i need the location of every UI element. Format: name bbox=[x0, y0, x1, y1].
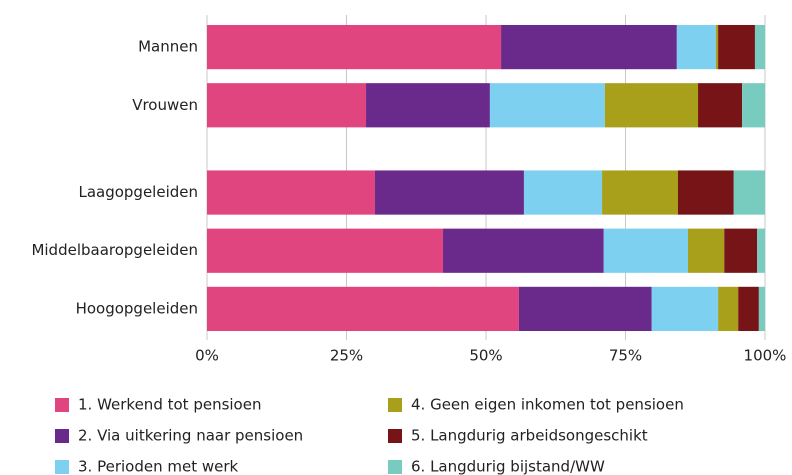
y-tick-label: Hoogopgeleiden bbox=[76, 299, 198, 317]
legend-label: 3. Perioden met werk bbox=[78, 458, 239, 475]
x-tick-label: 100% bbox=[744, 347, 787, 365]
bar-segment bbox=[738, 286, 759, 332]
legend-swatch bbox=[55, 460, 69, 474]
legend-swatch bbox=[388, 398, 402, 412]
bar-segment bbox=[651, 286, 719, 332]
bar-segment bbox=[724, 228, 758, 273]
bar-segment bbox=[207, 286, 519, 332]
bar-segment bbox=[604, 83, 699, 128]
bar-segment bbox=[207, 228, 444, 273]
legend-swatch bbox=[388, 429, 402, 443]
bar-segment bbox=[715, 24, 719, 70]
bar-segment bbox=[489, 83, 605, 128]
y-tick-label: Laagopgeleiden bbox=[78, 183, 198, 201]
y-tick-label: Vrouwen bbox=[132, 96, 198, 114]
legend-label: 1. Werkend tot pensioen bbox=[78, 396, 261, 414]
bar-segment bbox=[718, 286, 739, 332]
bar-segment bbox=[757, 228, 765, 273]
legend-label: 4. Geen eigen inkomen tot pensioen bbox=[411, 396, 684, 414]
x-tick-label: 0% bbox=[195, 347, 219, 365]
legend-swatch bbox=[55, 398, 69, 412]
bar-segment bbox=[742, 83, 765, 128]
bar-segment bbox=[677, 170, 734, 215]
bar-segment bbox=[501, 24, 677, 70]
bar-segment bbox=[676, 24, 716, 70]
bar-segment bbox=[518, 286, 652, 332]
bar-segment bbox=[758, 286, 765, 332]
bar-segment bbox=[207, 170, 375, 215]
y-tick-label: Middelbaaropgeleiden bbox=[31, 241, 198, 259]
bar-segment bbox=[687, 228, 725, 273]
bar-segment bbox=[733, 170, 765, 215]
bar-segment bbox=[603, 228, 688, 273]
x-tick-label: 75% bbox=[609, 347, 642, 365]
legend-label: 2. Via uitkering naar pensioen bbox=[78, 427, 303, 445]
y-tick-label: Mannen bbox=[138, 38, 198, 56]
bar-segment bbox=[602, 170, 678, 215]
bar-segment bbox=[374, 170, 524, 215]
bar-segment bbox=[523, 170, 603, 215]
bar-segment bbox=[698, 83, 743, 128]
bar-segment bbox=[366, 83, 490, 128]
x-tick-label: 25% bbox=[330, 347, 363, 365]
bar-segment bbox=[207, 83, 367, 128]
bar-segment bbox=[207, 24, 502, 70]
bar-segment bbox=[443, 228, 604, 273]
bar-segment bbox=[718, 24, 755, 70]
legend-swatch bbox=[55, 429, 69, 443]
bar-segment bbox=[754, 24, 765, 70]
legend-label: 5. Langdurig arbeidsongeschikt bbox=[411, 427, 648, 445]
legend-swatch bbox=[388, 460, 402, 474]
x-tick-label: 50% bbox=[469, 347, 502, 365]
legend-label: 6. Langdurig bijstand/WW bbox=[411, 458, 605, 475]
